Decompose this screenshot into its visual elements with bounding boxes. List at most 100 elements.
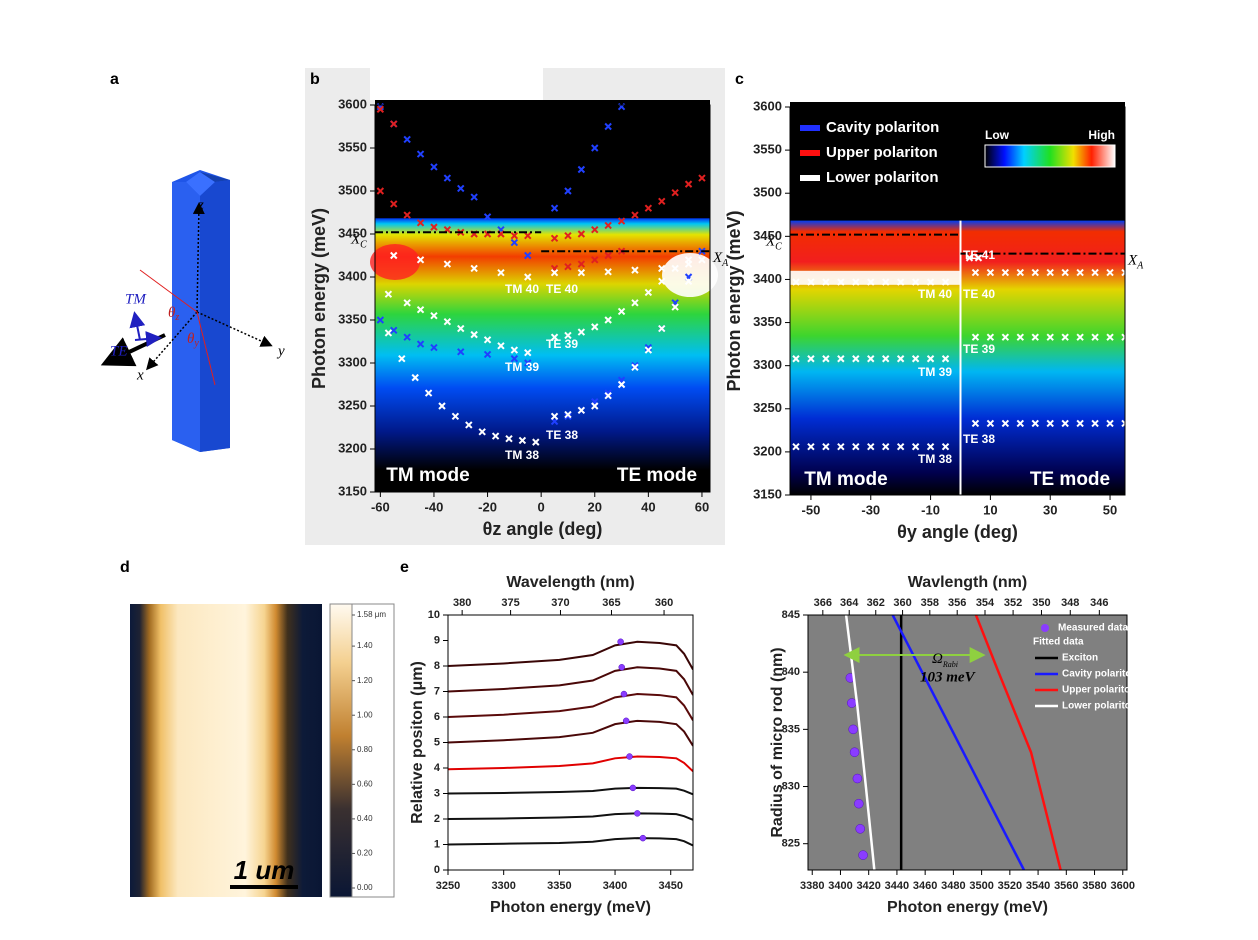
x-tick-label: 3560 [1054, 880, 1078, 892]
heatmap [375, 218, 710, 492]
plot-frame [447, 614, 694, 871]
data-point [631, 299, 639, 307]
data-point [911, 355, 920, 363]
data-point [1076, 419, 1084, 428]
data-point [926, 355, 935, 363]
data-point [416, 219, 425, 227]
x-tick-label: 60 [695, 499, 709, 514]
data-point [882, 355, 890, 363]
data-point [882, 443, 890, 451]
y-tick-label: 3150 [338, 483, 367, 498]
theta-symbol: θ [168, 305, 176, 321]
data-point [564, 410, 572, 419]
data-point [470, 193, 478, 201]
colorbar-tick-label: 1.40 [357, 641, 373, 650]
x2-tick-label: 356 [948, 597, 966, 609]
data-point [634, 810, 641, 817]
y-axis-label: Relative positon (μm) [409, 661, 426, 824]
colorbar-tick-label: 0.40 [357, 814, 373, 823]
mode-annotation: TM 40 [918, 287, 952, 301]
colorbar-tick-label: 0.80 [357, 745, 373, 754]
data-point [604, 268, 612, 276]
data-point [1001, 419, 1010, 428]
x-tick-label: 3580 [1082, 880, 1106, 892]
exciton-label-sub: A [1136, 261, 1144, 272]
data-point [617, 307, 626, 316]
data-point [698, 174, 706, 182]
data-point [524, 251, 532, 260]
x-tick-label: -10 [921, 502, 940, 517]
panel-label: d [120, 559, 130, 576]
mode-annotation: TM 38 [505, 448, 539, 462]
x-tick-label: -30 [861, 502, 880, 517]
x2-tick-label: 358 [921, 597, 939, 609]
data-point [852, 278, 860, 286]
data-point [1061, 268, 1069, 277]
y-tick-label: 6 [434, 711, 440, 723]
theta-label: θy [187, 331, 199, 349]
x-axis-label: Photon energy (meV) [490, 899, 651, 916]
data-point [416, 305, 425, 314]
mode-annotation: TM 40 [505, 282, 539, 296]
data-point [854, 798, 864, 809]
data-point [564, 262, 572, 271]
x-axis-label: Photon energy (meV) [887, 899, 1048, 916]
data-point [986, 419, 995, 428]
x-tick-label: 3460 [913, 880, 937, 892]
y-tick-label: 3250 [753, 400, 782, 415]
colorbar-tick-label: 1.00 [357, 710, 373, 719]
y-tick-label: 4 [434, 762, 441, 774]
y-tick-label: 3350 [753, 314, 782, 329]
data-point [671, 303, 679, 311]
y-tick-label: 7 [434, 685, 440, 697]
data-line [448, 693, 693, 721]
data-point [403, 135, 411, 144]
data-point [491, 432, 500, 440]
rabi-label-main: Ω [932, 651, 943, 667]
x-tick-label: 30 [1043, 502, 1057, 517]
data-point [644, 204, 653, 212]
x2-tick-label: 354 [976, 597, 995, 609]
data-point [1076, 333, 1084, 341]
exciton-label: XA [1127, 253, 1144, 272]
data-point [974, 254, 983, 262]
data-point [1001, 268, 1010, 277]
data-point [617, 638, 624, 646]
data-point [837, 443, 845, 451]
plot-frame [789, 106, 1126, 496]
data-point [837, 355, 845, 363]
mode-annotation: TE 40 [963, 287, 995, 301]
colorbar-tick-label: 0.20 [357, 849, 373, 858]
data-point [604, 389, 612, 397]
panel-label: e [400, 559, 409, 576]
data-point [1016, 268, 1025, 277]
exciton-label-main: X [1127, 253, 1138, 269]
data-point [896, 278, 905, 286]
data-point [390, 251, 398, 260]
data-point [550, 204, 559, 212]
colorbar-panel [351, 603, 395, 898]
y-axis-label: Radius of micro rod (nm) [769, 647, 786, 837]
plot-frame [374, 104, 711, 493]
rod-diagram [100, 170, 273, 452]
data-point [1106, 419, 1114, 428]
data-point [849, 747, 860, 757]
data-point [524, 359, 532, 367]
mode-annotation: TE 39 [963, 342, 995, 356]
data-point [430, 311, 438, 320]
data-point [483, 213, 492, 221]
legend-label: Exciton [1062, 653, 1098, 664]
axis-name: y [276, 343, 285, 359]
x-tick-label: 3420 [856, 880, 880, 892]
data-point [1031, 419, 1039, 428]
heatmap [790, 220, 1125, 495]
y-tick-label: 8 [434, 660, 440, 672]
data-point [577, 260, 586, 268]
colorbar-tick-label: 1.58 μm [357, 610, 386, 619]
data-point [483, 350, 492, 359]
data-point [497, 342, 505, 350]
data-point [416, 256, 425, 264]
data-point [837, 278, 845, 286]
x-axis-label: θy angle (deg) [897, 522, 1018, 542]
mode-label: TM mode [804, 469, 887, 490]
